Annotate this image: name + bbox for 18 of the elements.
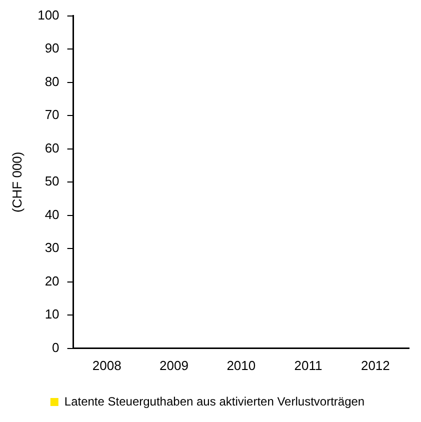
y-tick-label: 90 — [44, 40, 60, 56]
y-tick-label: 60 — [44, 140, 60, 156]
x-tick-label: 2011 — [294, 358, 322, 373]
y-tick-label: 10 — [44, 306, 60, 322]
y-tick-label: 30 — [44, 240, 60, 256]
y-tick-label: 70 — [44, 107, 60, 122]
y-axis-title: (CHF 000) — [9, 152, 24, 212]
x-tick-label: 2008 — [92, 358, 122, 373]
legend-label: Latente Steuerguthaben aus aktivierten Verlustvorträgen — [64, 394, 365, 408]
x-tick-label: 2010 — [226, 358, 256, 373]
y-tick-label: 80 — [44, 74, 60, 89]
y-tick-label: 0 — [52, 340, 60, 355]
y-tick-label: 40 — [44, 206, 60, 222]
y-tick-label: 50 — [44, 174, 60, 189]
x-tick-label: 2009 — [160, 358, 188, 373]
y-tick-label: 20 — [44, 273, 60, 288]
y-tick-label: 100 — [38, 7, 60, 22]
x-tick-label: 2012 — [360, 358, 390, 373]
